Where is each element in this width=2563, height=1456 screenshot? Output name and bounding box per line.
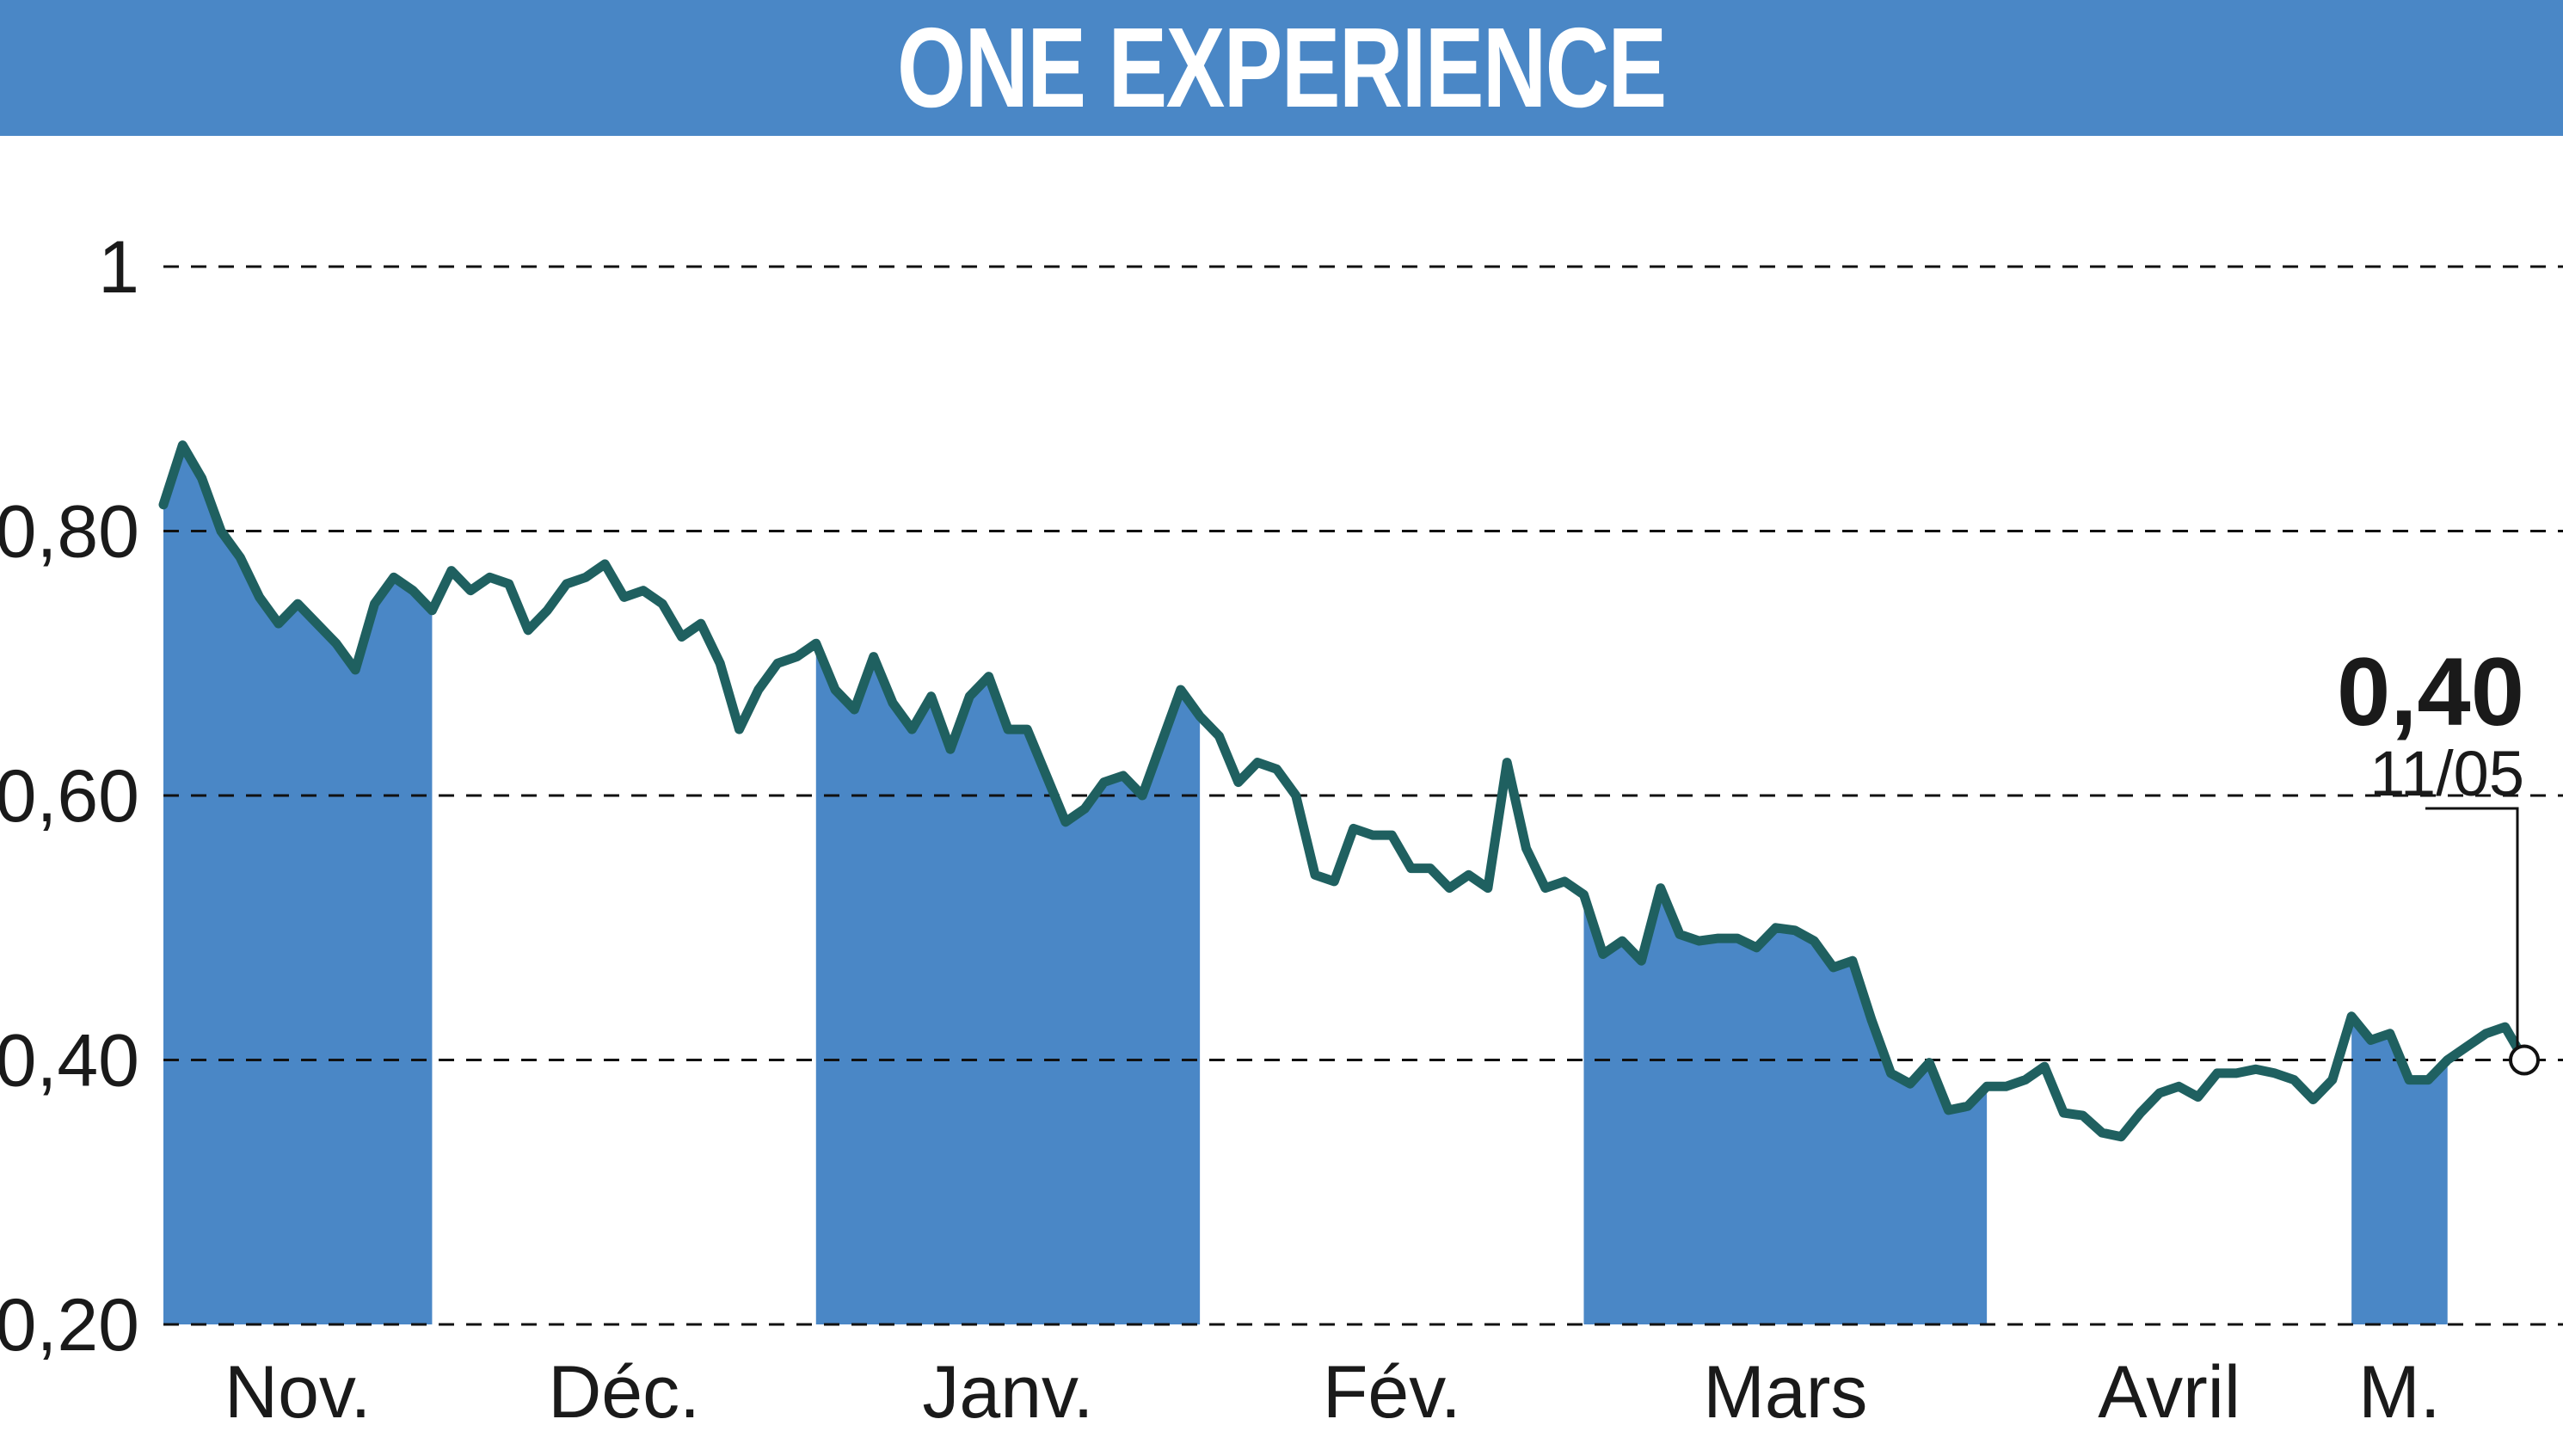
x-tick-label: Avril [2098,1351,2240,1434]
y-tick-label: 1 [98,226,139,309]
x-tick-label: M. [2358,1351,2441,1434]
month-area-5 [1583,888,1988,1324]
x-axis-ticks: Nov. Déc. Janv. Fév. Mars Avril M. [224,1351,2441,1434]
y-tick-label: 0,40 [0,1020,139,1103]
x-tick-label: Déc. [548,1351,700,1434]
x-tick-label: Mars [1703,1351,1867,1434]
callout-line [2425,807,2519,1050]
title-bar: ONE EXPERIENCE [0,0,2563,136]
month-area-1 [163,445,433,1324]
price-line [158,440,2529,1142]
y-tick-label: 0,20 [0,1284,139,1367]
gridlines [163,265,2563,1326]
x-tick-label: Nov. [224,1351,371,1434]
x-tick-label: Janv. [922,1351,1093,1434]
last-value-annotation: 0,40 11/05 [2337,638,2540,1076]
last-point-marker [2509,1044,2540,1076]
y-tick-label: 0,80 [0,491,139,574]
last-value-label: 0,40 [2337,638,2524,746]
chart-title: ONE EXPERIENCE [897,4,1667,131]
month-area-7 [2351,1016,2448,1324]
y-axis-ticks: 1 0,80 0,60 0,40 0,20 [0,226,139,1367]
month-area-3 [815,643,1201,1324]
y-tick-label: 0,60 [0,755,139,838]
series-layer [158,440,2529,1142]
x-tick-label: Fév. [1323,1351,1461,1434]
month-shading [163,445,2448,1324]
last-value-date: 11/05 [2369,738,2524,809]
